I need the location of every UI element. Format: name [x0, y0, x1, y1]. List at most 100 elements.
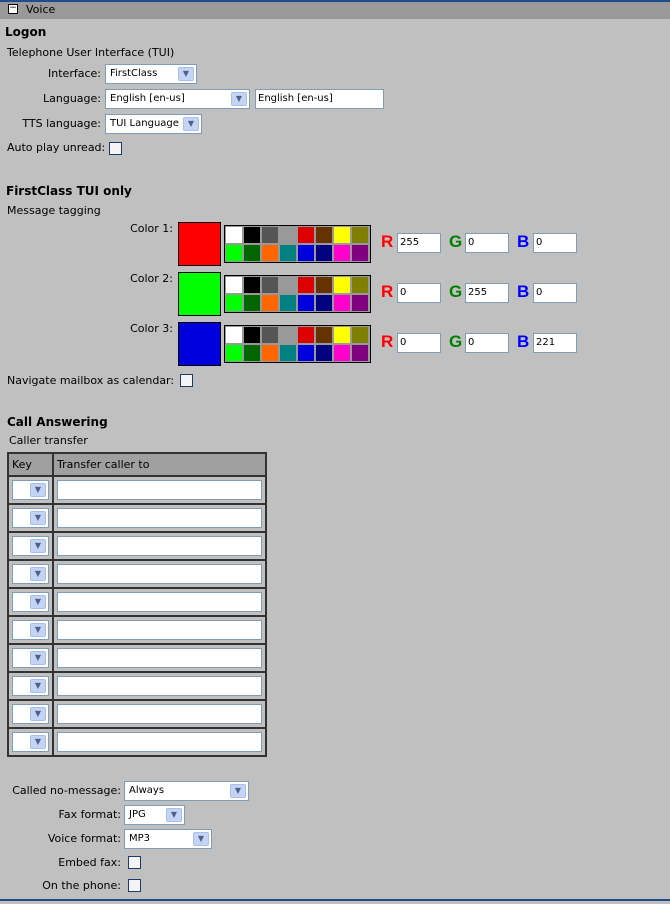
- b-input[interactable]: 221: [533, 333, 577, 353]
- palette-color[interactable]: [297, 226, 315, 244]
- navigate-checkbox[interactable]: [180, 374, 193, 387]
- palette-color[interactable]: [225, 326, 243, 344]
- palette-color[interactable]: [351, 226, 369, 244]
- palette-color[interactable]: [279, 226, 297, 244]
- r-input[interactable]: 0: [397, 283, 441, 303]
- transfer-input[interactable]: [57, 620, 262, 640]
- embed-fax-checkbox[interactable]: [128, 856, 141, 869]
- palette-color[interactable]: [333, 226, 351, 244]
- minus-icon[interactable]: −: [8, 3, 18, 14]
- nomsg-select[interactable]: Always ▼: [124, 781, 249, 801]
- palette-color[interactable]: [333, 294, 351, 312]
- chevron-down-icon: ▼: [30, 567, 46, 581]
- palette-color[interactable]: [279, 344, 297, 362]
- transfer-input[interactable]: [57, 480, 262, 500]
- transfer-input[interactable]: [57, 508, 262, 528]
- b-input[interactable]: 0: [533, 233, 577, 253]
- palette-color[interactable]: [333, 326, 351, 344]
- palette-color[interactable]: [243, 344, 261, 362]
- transfer-input[interactable]: [57, 676, 262, 696]
- palette-color[interactable]: [333, 344, 351, 362]
- r-input[interactable]: 255: [397, 233, 441, 253]
- palette-color[interactable]: [333, 276, 351, 294]
- table-row: ▼: [7, 559, 267, 589]
- color-label: Color 3:: [130, 322, 173, 335]
- key-select[interactable]: ▼: [12, 676, 49, 696]
- transfer-input[interactable]: [57, 564, 262, 584]
- palette-color[interactable]: [225, 344, 243, 362]
- r-input[interactable]: 0: [397, 333, 441, 353]
- palette-color[interactable]: [351, 344, 369, 362]
- palette-color[interactable]: [261, 276, 279, 294]
- autoplay-checkbox[interactable]: [109, 142, 122, 155]
- g-input[interactable]: 0: [465, 233, 509, 253]
- tts-select[interactable]: TUI Language ▼: [105, 114, 202, 134]
- key-select[interactable]: ▼: [12, 732, 49, 752]
- transfer-input[interactable]: [57, 592, 262, 612]
- palette-color[interactable]: [225, 294, 243, 312]
- palette-color[interactable]: [315, 276, 333, 294]
- palette-color[interactable]: [261, 244, 279, 262]
- key-select[interactable]: ▼: [12, 620, 49, 640]
- key-select[interactable]: ▼: [12, 508, 49, 528]
- palette-color[interactable]: [315, 294, 333, 312]
- g-input[interactable]: 0: [465, 333, 509, 353]
- palette-color[interactable]: [261, 226, 279, 244]
- key-select[interactable]: ▼: [12, 704, 49, 724]
- on-phone-checkbox[interactable]: [128, 879, 141, 892]
- palette-color[interactable]: [315, 344, 333, 362]
- chevron-down-icon: ▼: [183, 117, 199, 131]
- palette-color[interactable]: [297, 344, 315, 362]
- palette-color[interactable]: [279, 294, 297, 312]
- g-label: G: [449, 332, 463, 351]
- palette-color[interactable]: [351, 326, 369, 344]
- b-label: B: [517, 332, 530, 351]
- g-input[interactable]: 255: [465, 283, 509, 303]
- fax-format-select[interactable]: JPG ▼: [124, 805, 185, 825]
- palette-color[interactable]: [333, 244, 351, 262]
- palette-color[interactable]: [243, 326, 261, 344]
- palette-color[interactable]: [243, 226, 261, 244]
- voice-format-select[interactable]: MP3 ▼: [124, 829, 212, 849]
- palette-color[interactable]: [279, 276, 297, 294]
- palette-color[interactable]: [225, 244, 243, 262]
- palette-color[interactable]: [297, 244, 315, 262]
- voice-format-label: Voice format:: [47, 832, 121, 845]
- palette-color[interactable]: [279, 244, 297, 262]
- transfer-input[interactable]: [57, 648, 262, 668]
- key-select[interactable]: ▼: [12, 648, 49, 668]
- palette-color[interactable]: [243, 244, 261, 262]
- palette-color[interactable]: [351, 244, 369, 262]
- palette-color[interactable]: [225, 226, 243, 244]
- palette-color[interactable]: [279, 326, 297, 344]
- palette-color[interactable]: [243, 276, 261, 294]
- tts-label: TTS language:: [22, 117, 101, 130]
- palette-color[interactable]: [351, 294, 369, 312]
- palette-color[interactable]: [351, 276, 369, 294]
- palette-color[interactable]: [315, 244, 333, 262]
- palette-color[interactable]: [243, 294, 261, 312]
- palette-color[interactable]: [315, 226, 333, 244]
- language-text-field[interactable]: English [en-us]: [255, 89, 384, 109]
- palette-color[interactable]: [261, 294, 279, 312]
- transfer-input[interactable]: [57, 704, 262, 724]
- language-select[interactable]: English [en-us] ▼: [105, 89, 250, 109]
- key-select[interactable]: ▼: [12, 536, 49, 556]
- key-select[interactable]: ▼: [12, 480, 49, 500]
- palette-color[interactable]: [261, 326, 279, 344]
- palette-color[interactable]: [297, 294, 315, 312]
- b-input[interactable]: 0: [533, 283, 577, 303]
- palette-color[interactable]: [297, 276, 315, 294]
- chevron-down-icon: ▼: [30, 511, 46, 525]
- transfer-input[interactable]: [57, 536, 262, 556]
- palette-color[interactable]: [315, 326, 333, 344]
- color-label: Color 2:: [130, 272, 173, 285]
- section-header[interactable]: [0, 0, 670, 19]
- interface-select[interactable]: FirstClass ▼: [105, 64, 197, 84]
- palette-color[interactable]: [297, 326, 315, 344]
- key-select[interactable]: ▼: [12, 564, 49, 584]
- transfer-input[interactable]: [57, 732, 262, 752]
- palette-color[interactable]: [261, 344, 279, 362]
- key-select[interactable]: ▼: [12, 592, 49, 612]
- palette-color[interactable]: [225, 276, 243, 294]
